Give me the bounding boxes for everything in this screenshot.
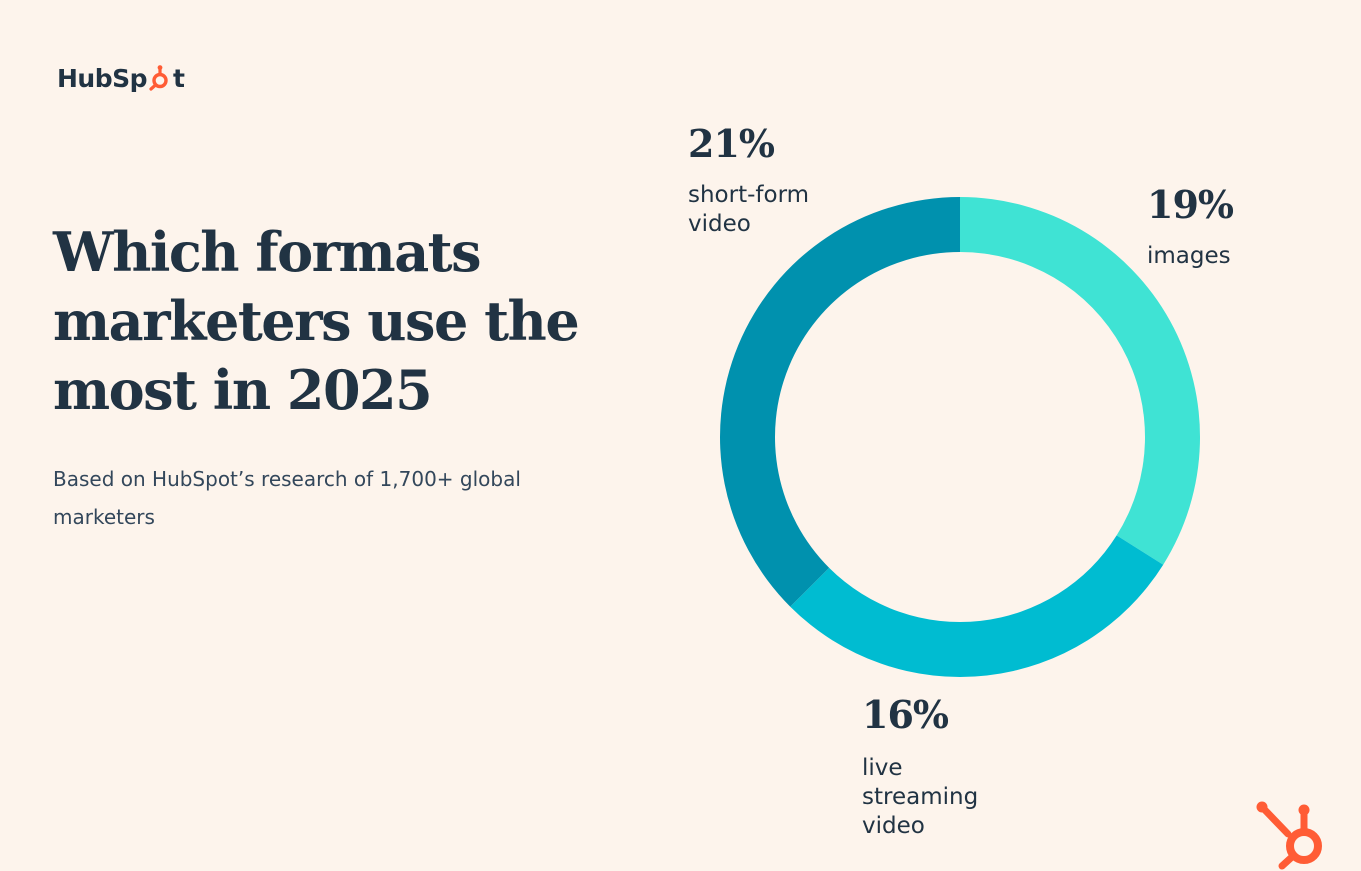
slice-images	[960, 197, 1200, 565]
page-title: Which formats marketers use the most in …	[53, 220, 580, 422]
value-label-short-form-video: 21%	[688, 121, 775, 166]
value-label-images: 19%	[1147, 182, 1234, 227]
hubspot-logo: HubSp t	[57, 58, 185, 98]
category-label-live-streaming-video: live streaming video	[862, 755, 978, 839]
category-label-short-form-video: short-form video	[688, 182, 809, 237]
logo-text-left: HubSp	[57, 63, 148, 93]
page-subtitle: Based on HubSpot’s research of 1,700+ gl…	[53, 467, 521, 529]
logo-text-right: t	[173, 63, 185, 93]
value-label-live-streaming-video: 16%	[862, 692, 949, 737]
sprocket-icon	[149, 65, 168, 91]
category-label-images: images	[1147, 243, 1231, 269]
slice-short-form-video	[720, 197, 960, 607]
slice-live-streaming-video	[790, 535, 1164, 678]
hubspot-sprocket-icon	[1256, 801, 1322, 870]
